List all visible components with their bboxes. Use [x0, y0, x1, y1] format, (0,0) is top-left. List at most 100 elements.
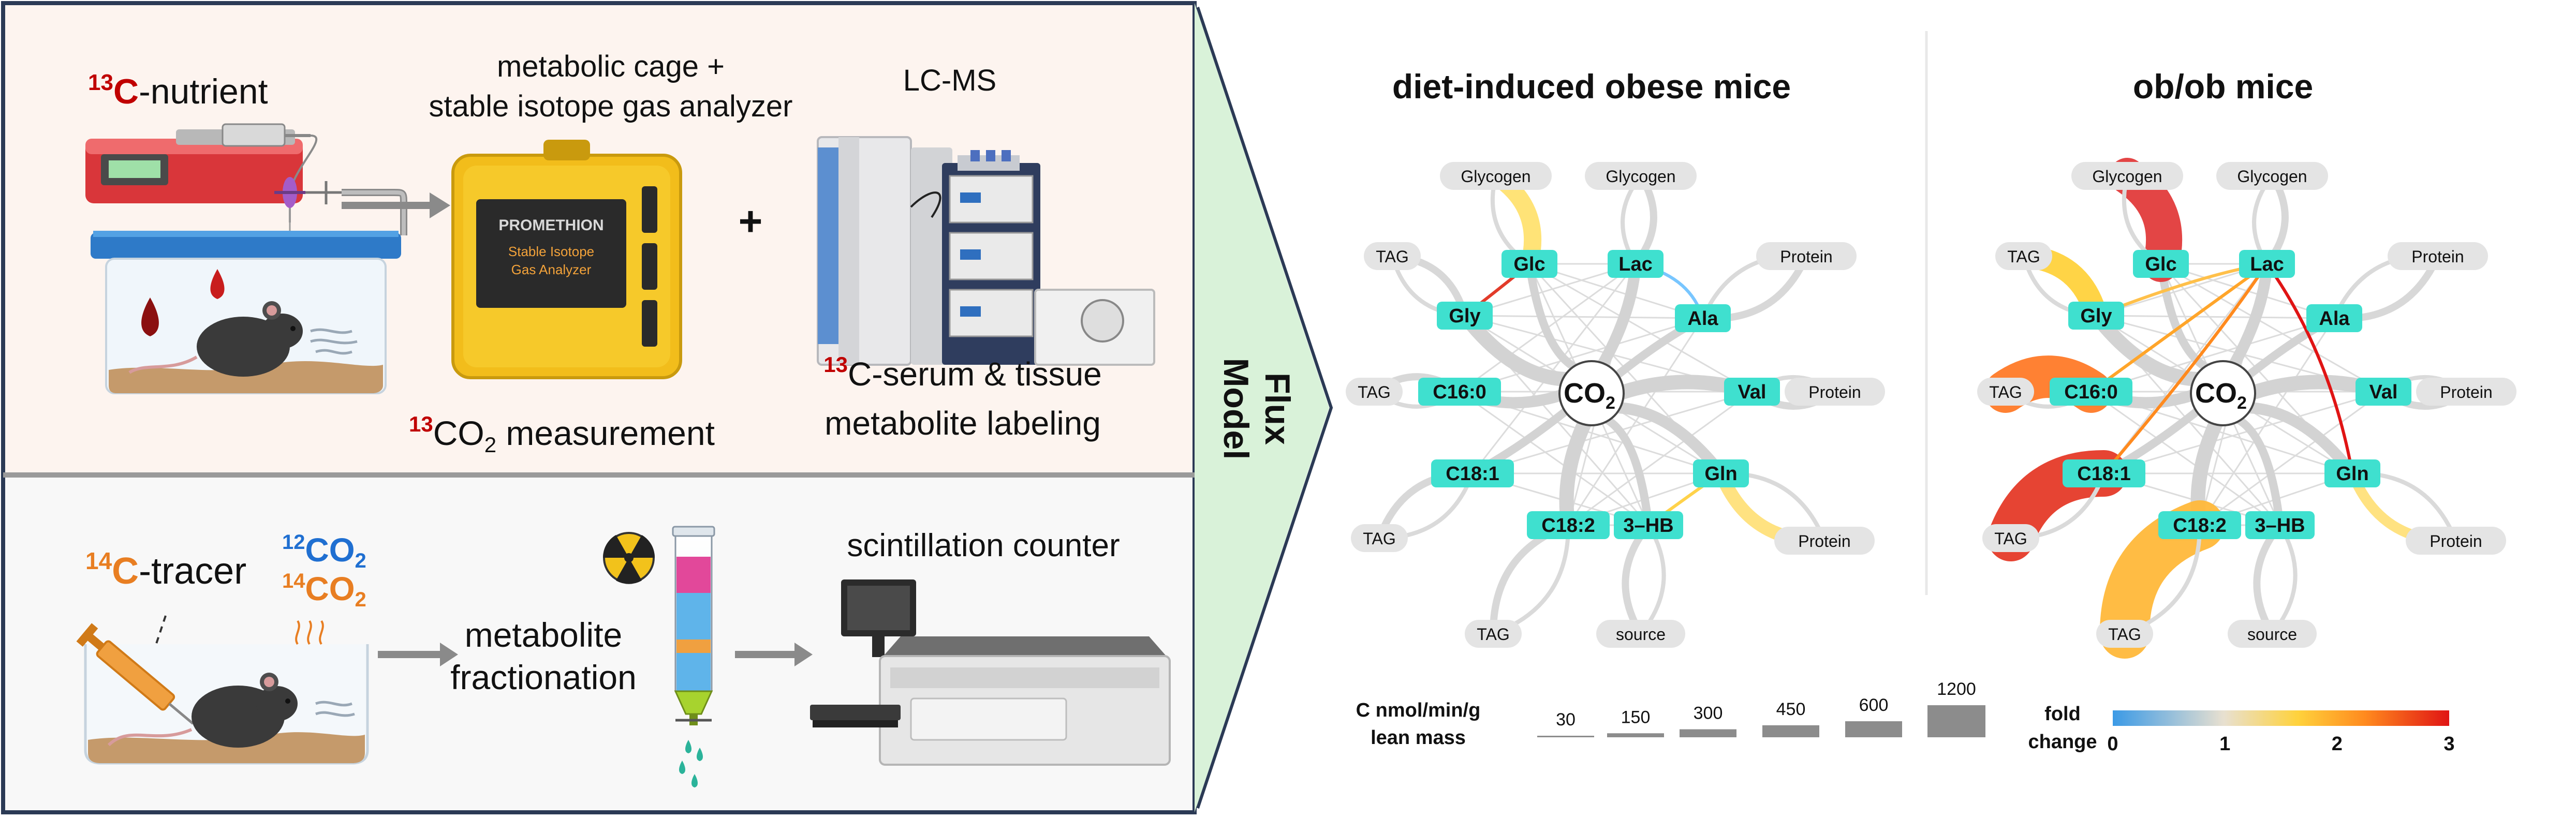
flux-width-label: 1200	[1937, 679, 1976, 699]
co2-sub: 2	[484, 433, 496, 457]
metabolite-node	[2324, 459, 2380, 487]
cross-flux-line	[1464, 263, 1636, 317]
plus-sign: +	[739, 198, 763, 244]
pool-node-label: source	[1616, 625, 1666, 644]
fold-legend-title-line1: fold	[2044, 703, 2081, 725]
network-1: ob/ob mice CO2 Glycogen Glycogen TAG Protein T…	[1977, 67, 2516, 659]
fraction-label-line1: metabolite	[465, 616, 623, 654]
co2-text: CO	[433, 414, 484, 452]
metabolite-node-label: Lac	[1618, 254, 1652, 275]
pool-node-label: Protein	[2440, 383, 2492, 401]
cage-label-line1: metabolic cage +	[497, 50, 725, 83]
flux-width-sample	[1680, 729, 1736, 737]
metabolite-node	[2306, 304, 2362, 332]
flux-arrow-to-co2	[1458, 308, 1576, 386]
metabolite-node-label: C18:2	[2173, 515, 2227, 537]
flux-arrow-to-co2	[1609, 401, 1727, 479]
flux-width-sample	[1607, 733, 1664, 737]
pool-flux-out	[1639, 523, 1666, 636]
scintillation-counter-icon	[810, 579, 1171, 766]
cross-flux-line	[2091, 391, 2280, 526]
metabolite-node-label: Gln	[1704, 463, 1737, 485]
pool-node	[1774, 527, 1875, 555]
syringe-pump-icon	[85, 123, 311, 203]
pool-node-label: TAG	[1376, 247, 1408, 266]
nutrient-c: C	[113, 72, 139, 111]
cross-flux-line	[2091, 317, 2335, 393]
metabolite-node	[1675, 304, 1731, 332]
bottom-panel: 14C-tracer 12CO2 14CO2	[76, 526, 1171, 787]
fractionation-column-icon	[672, 526, 715, 787]
co2-14-label: 14CO2	[282, 570, 366, 611]
pool-node-label: Glycogen	[1461, 167, 1530, 186]
fold-legend-title-line2: change	[2028, 731, 2097, 753]
metabolite-node	[1724, 378, 1780, 406]
serum-isotope: 13	[823, 352, 848, 377]
analyzer-sub1: Stable Isotope	[508, 244, 594, 259]
co2-14-text: CO	[305, 570, 355, 607]
pool-node	[1465, 620, 1522, 648]
cross-flux-line	[1471, 263, 1637, 474]
network-0: diet-induced obese mice CO2 Glycogen Glycog…	[1346, 67, 1885, 648]
pool-node	[1346, 378, 1403, 406]
flux-label-line2: Model	[1216, 358, 1256, 459]
metabolite-node	[1527, 511, 1610, 539]
pool-node-label: TAG	[1994, 529, 2027, 548]
cross-flux-line	[2096, 315, 2335, 319]
highlight-flux-line	[2265, 263, 2354, 474]
mouse-icon-2	[107, 673, 298, 748]
dash-line	[154, 615, 167, 647]
co2-node-label: CO2	[1564, 378, 1615, 413]
co2-14-sub: 2	[355, 588, 366, 611]
tracer-cage-icon	[76, 615, 369, 765]
metabolite-node	[2063, 459, 2145, 487]
pool-node	[2388, 242, 2488, 270]
flux-width-label: 150	[1621, 707, 1651, 727]
pool-node	[1995, 242, 2052, 270]
pool-node-label: TAG	[2108, 625, 2141, 644]
metabolite-node	[2245, 511, 2315, 539]
pool-node	[2096, 620, 2153, 648]
flux-model-arrow: Flux Model	[1195, 3, 1333, 812]
pool-node	[1585, 162, 1697, 190]
cross-flux-line	[2096, 263, 2268, 317]
flux-width-label: 600	[1859, 695, 1889, 715]
metabolite-node-label: 3–HB	[2255, 515, 2305, 537]
pool-node	[2071, 162, 2183, 190]
metabolite-node-label: Ala	[2319, 308, 2350, 330]
metabolite-node	[2158, 511, 2241, 539]
legend: C nmol/min/g lean mass 30 150 300 450 600120…	[1356, 679, 2455, 755]
co2-measurement-label: 13CO2 measurement	[409, 412, 715, 457]
breath-icon-2	[315, 701, 355, 717]
highlight-flux-line	[2102, 263, 2269, 474]
fraction-label-line2: fractionation	[450, 658, 637, 696]
cross-flux-line	[2199, 318, 2335, 526]
metabolite-node-label: C16:0	[2064, 381, 2118, 403]
pool-node	[1440, 162, 1552, 190]
fold-tick-label: 1	[2219, 733, 2230, 755]
flux-width-label: 300	[1694, 704, 1723, 723]
flux-width-sample	[1845, 721, 1902, 737]
analyzer-brand: PROMETHION	[498, 217, 603, 234]
pool-node	[1785, 378, 1885, 406]
pool-node-label: Glycogen	[1606, 167, 1675, 186]
metabolite-node-label: C16:0	[1433, 381, 1486, 403]
cross-flux-line	[2199, 391, 2384, 526]
top-panel: 13C-nutrient	[85, 50, 1155, 457]
fold-tick-label: 3	[2443, 733, 2454, 755]
flux-width-sample	[1762, 725, 1819, 737]
syringe-icon	[76, 623, 194, 725]
fold-tick-label: 2	[2332, 733, 2343, 755]
heat-waves-icon	[295, 620, 324, 645]
metabolite-node	[2068, 302, 2124, 330]
valve-icon	[274, 177, 342, 208]
metabolite-node	[2050, 378, 2132, 406]
pool-node	[1982, 524, 2039, 552]
metabolic-cage-icon	[91, 231, 401, 394]
tracer-label: 14C-tracer	[85, 547, 246, 592]
metabolite-node	[1614, 511, 1683, 539]
cross-flux-line	[1529, 263, 1703, 319]
serum-label-line1: 13C-serum & tissue	[823, 352, 1102, 393]
radiation-icon	[602, 532, 655, 584]
co2-node	[2190, 360, 2256, 426]
